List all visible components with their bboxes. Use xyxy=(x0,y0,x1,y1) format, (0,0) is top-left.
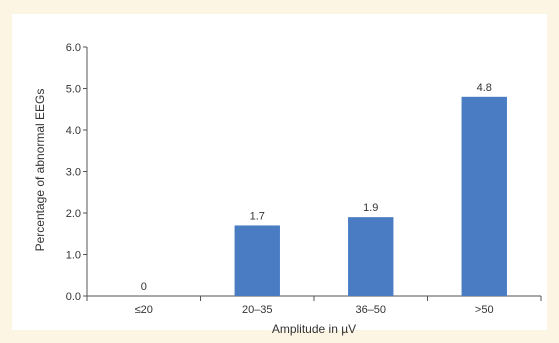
y-tick-label: 3.0 xyxy=(66,167,81,179)
x-tick-label: >50 xyxy=(475,304,494,316)
y-axis-title: Percentage of abnormal EEGs xyxy=(33,89,47,252)
y-tick-label: 0.0 xyxy=(66,291,81,303)
bar xyxy=(461,96,507,296)
y-tick-label: 1.0 xyxy=(66,250,81,262)
data-labels: 0 1.7 1.9 4.8 xyxy=(141,82,492,293)
x-tick-label: 36–50 xyxy=(355,304,386,316)
y-tick-label: 2.0 xyxy=(66,208,81,220)
x-tick-label: 20–35 xyxy=(242,304,273,316)
bar xyxy=(348,217,394,296)
data-label: 4.8 xyxy=(477,82,492,94)
bars xyxy=(234,96,507,296)
y-tick-label: 4.0 xyxy=(66,125,81,137)
data-label: 0 xyxy=(141,281,147,293)
x-axis: ≤20 20–35 36–50 >50 xyxy=(86,295,542,316)
y-tick-label: 5.0 xyxy=(66,84,81,96)
y-axis: 0.0 1.0 2.0 3.0 4.0 5.0 6.0 xyxy=(66,42,88,303)
x-tick-label: ≤20 xyxy=(135,304,153,316)
data-label: 1.7 xyxy=(250,210,265,222)
data-label: 1.9 xyxy=(363,202,378,214)
y-tick-label: 6.0 xyxy=(66,42,81,54)
bar xyxy=(234,225,280,296)
x-axis-title: Amplitude in µV xyxy=(272,322,356,336)
